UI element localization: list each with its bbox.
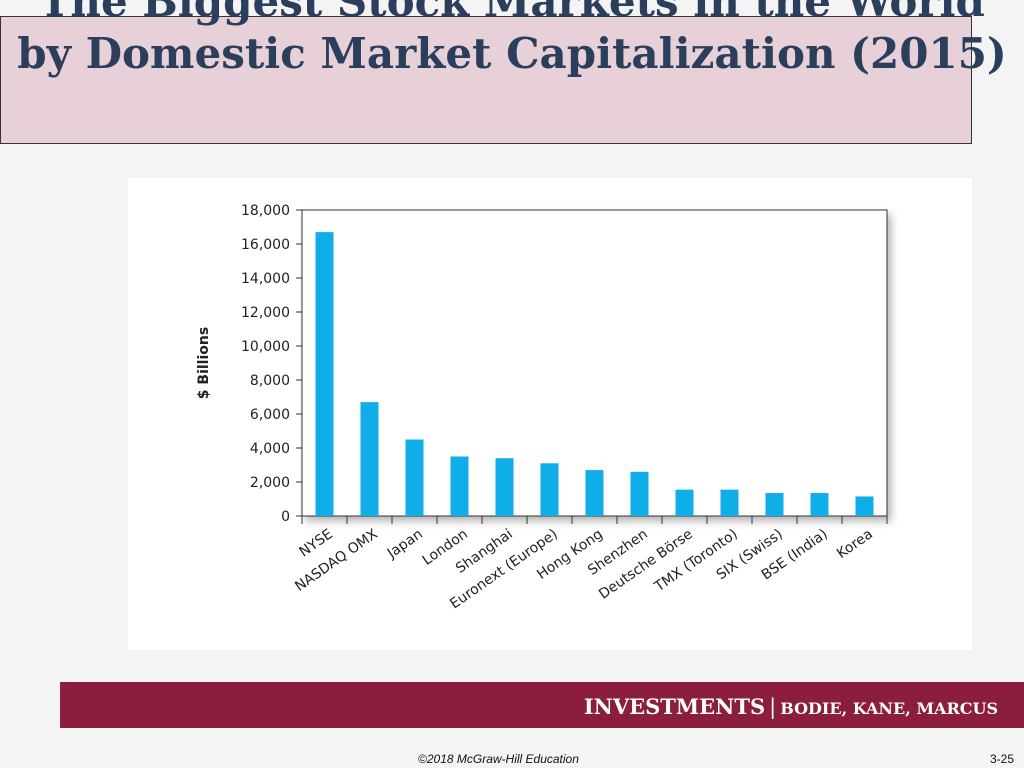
bar [585,470,604,516]
bar [360,402,379,516]
footer-separator: | [769,695,777,719]
y-axis-label: $ Billions [196,327,212,399]
y-tick-label: 8,000 [250,373,290,389]
bar [855,496,874,516]
bar-chart: 0 2,000 4,000 6,000 8,000 10,000 12,000 14,000 1… [196,203,888,612]
bar [765,493,784,516]
y-tick-label: 4,000 [250,441,290,457]
bar [540,463,559,516]
plot-area [301,209,888,517]
chart-panel: 0 2,000 4,000 6,000 8,000 10,000 12,000 14,000 1… [128,178,972,650]
bar [405,439,424,516]
bar [630,471,649,516]
bar [495,458,514,516]
footer-brand: INVESTMENTS [583,694,766,719]
footer-band: INVESTMENTS | BODIE, KANE, MARCUS [60,682,1024,728]
footer-text: INVESTMENTS | BODIE, KANE, MARCUS [584,694,998,719]
copyright-notice: ©2018 McGraw-Hill Education [418,752,579,766]
bars [315,232,874,516]
y-tick-label: 16,000 [241,237,290,253]
slide-number: 3-25 [989,752,1014,766]
bar [450,456,469,516]
x-tick-label: Korea [834,526,876,562]
bar [810,493,829,516]
y-tick-label: 2,000 [250,475,290,491]
y-tick-label: 10,000 [241,339,290,355]
bar [720,489,739,516]
y-tick-label: 14,000 [241,271,290,287]
y-tick-label: 6,000 [250,407,290,423]
y-axis: 0 2,000 4,000 6,000 8,000 10,000 12,000 14,000 1… [241,203,303,525]
y-tick-label: 18,000 [241,203,290,219]
y-tick-label: 12,000 [241,305,290,321]
bar [675,489,694,516]
footer-authors: BODIE, KANE, MARCUS [780,699,998,718]
title-banner [0,16,972,144]
y-tick-label: 0 [281,509,290,525]
bar [315,232,334,516]
